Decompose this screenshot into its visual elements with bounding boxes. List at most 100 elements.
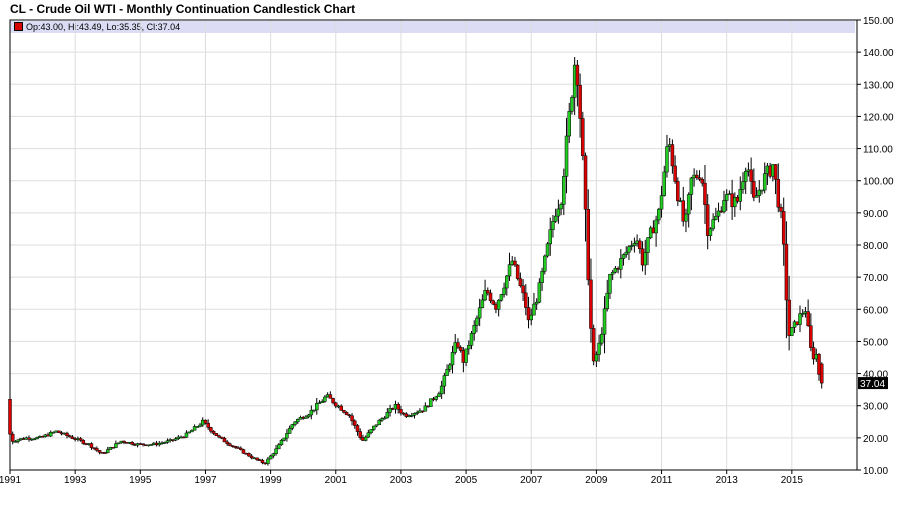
candle-up <box>32 438 37 441</box>
candle-down <box>222 437 227 443</box>
candle-down <box>700 178 705 184</box>
candle-up <box>689 177 694 195</box>
candle-up <box>619 258 623 270</box>
candle-down <box>583 155 588 210</box>
candle-down <box>524 292 528 308</box>
candle-up <box>445 369 449 376</box>
candle-up <box>285 433 289 439</box>
x-tick-label: 2013 <box>716 475 739 486</box>
candle-up <box>469 333 474 346</box>
candle-up <box>429 398 433 408</box>
candle-up <box>467 345 471 350</box>
candle-up <box>608 274 612 294</box>
candles <box>8 56 824 466</box>
candle-up <box>323 396 327 402</box>
x-tick-label: 2003 <box>390 475 413 486</box>
candle-up <box>187 431 191 434</box>
candle-up <box>551 221 555 230</box>
candle-up <box>662 171 667 196</box>
candle-up <box>657 208 661 221</box>
candle-up <box>51 431 56 434</box>
candle-up <box>597 342 601 355</box>
candle-down <box>513 260 517 266</box>
candle-down <box>779 206 783 212</box>
candle-up <box>496 299 501 310</box>
candle-up <box>290 424 295 429</box>
candle-down <box>515 264 520 279</box>
candle-up <box>377 420 381 426</box>
candle-down <box>217 435 221 438</box>
candle-down <box>339 405 343 411</box>
candle-down <box>8 399 12 435</box>
candle-up <box>266 458 270 464</box>
candle-up <box>570 97 574 112</box>
x-tick-label: 2009 <box>585 475 608 486</box>
candle-up <box>296 418 300 423</box>
candle-down <box>697 177 702 180</box>
candle-down <box>260 459 265 464</box>
grid-lines <box>9 19 861 474</box>
candle-up <box>293 421 297 425</box>
candle-up <box>366 432 371 438</box>
candle-down <box>396 404 400 410</box>
candle-up <box>274 448 278 454</box>
candle-up <box>382 417 387 420</box>
candle-down <box>78 438 83 441</box>
candle-up <box>374 424 379 427</box>
candle-up <box>464 348 468 363</box>
candle-down <box>638 240 642 250</box>
candle-up <box>733 197 737 208</box>
candle-down <box>401 412 406 415</box>
candle-down <box>247 453 251 457</box>
candle-up <box>450 352 455 366</box>
candle-down <box>228 443 232 446</box>
candle-down <box>331 398 335 404</box>
y-tick-label: 110.00 <box>863 145 893 156</box>
candle-up <box>475 317 479 326</box>
y-tick-label: 80.00 <box>863 241 888 252</box>
candle-down <box>488 292 493 301</box>
candle-down <box>752 181 756 198</box>
candle-up <box>453 342 457 353</box>
x-tick-label: 1999 <box>259 475 282 486</box>
candle-up <box>448 364 452 370</box>
candle-down <box>358 431 362 438</box>
candle-up <box>317 402 322 404</box>
candle-up <box>540 270 544 283</box>
y-tick-label: 60.00 <box>863 305 888 316</box>
candle-up <box>743 171 748 182</box>
candle-up <box>665 146 669 173</box>
candle-up <box>165 440 170 443</box>
candle-down <box>95 448 99 451</box>
candle-up <box>320 401 324 403</box>
candle-up <box>567 111 571 137</box>
candle-up <box>621 254 626 259</box>
candle-up <box>312 409 316 412</box>
candle-up <box>757 189 762 196</box>
candle-up <box>412 413 417 416</box>
candle-down <box>347 414 352 417</box>
candle-up <box>632 243 637 246</box>
candle-up <box>114 443 118 448</box>
candle-up <box>600 333 604 344</box>
candle-up <box>372 425 376 430</box>
candle-down <box>353 420 357 426</box>
x-tick-label: 1993 <box>64 475 87 486</box>
candle-up <box>534 301 539 305</box>
chart-title: CL - Crude Oil WTI - Monthly Continuatio… <box>10 2 356 16</box>
candle-down <box>233 446 238 448</box>
y-tick-label: 120.00 <box>863 112 894 123</box>
candle-down <box>681 200 686 222</box>
candle-down <box>670 144 675 167</box>
candle-down <box>491 300 495 305</box>
candle-down <box>57 430 61 433</box>
candle-down <box>819 363 824 384</box>
candle-down <box>581 118 585 157</box>
candle-up <box>643 252 647 266</box>
candle-down <box>399 409 403 414</box>
candle-up <box>629 245 634 247</box>
candle-up <box>529 314 533 321</box>
x-tick-label: 2011 <box>651 475 673 486</box>
y-tick-label: 150.00 <box>863 16 894 27</box>
